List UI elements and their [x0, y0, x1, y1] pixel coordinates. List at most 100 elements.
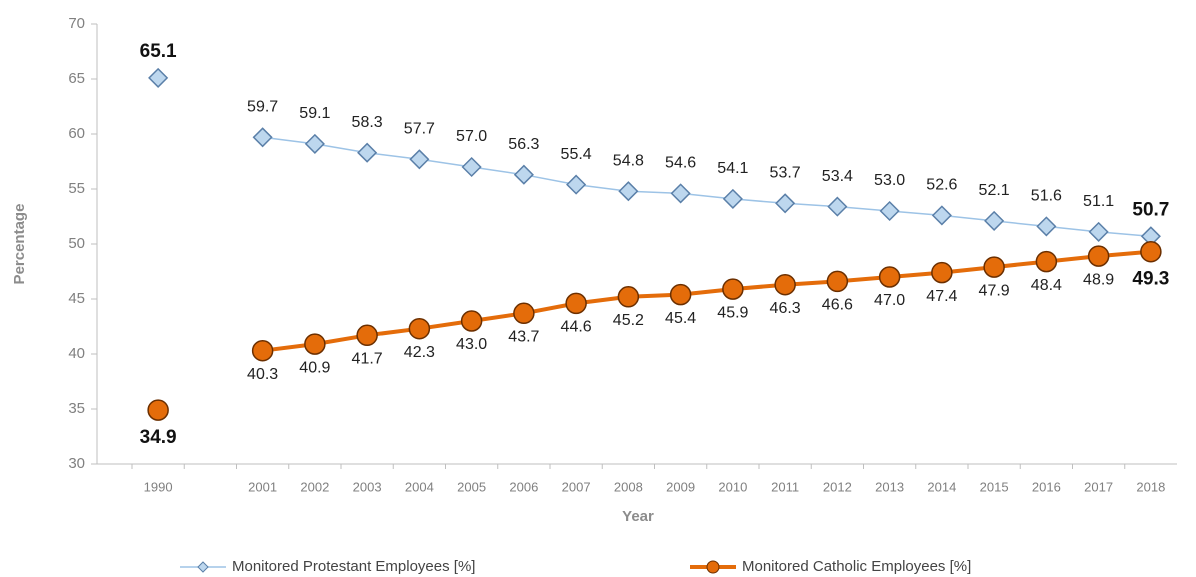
data-label: 54.8 — [613, 152, 644, 169]
marker — [252, 127, 273, 148]
data-label: 53.4 — [822, 168, 853, 185]
y-tick-label: 65 — [68, 70, 85, 87]
marker — [1140, 240, 1162, 263]
x-tick-label: 2010 — [718, 479, 747, 494]
y-tick-label: 55 — [68, 180, 85, 197]
data-label: 52.1 — [979, 182, 1010, 199]
y-tick-label: 40 — [68, 345, 85, 362]
x-tick-label: 2002 — [300, 479, 329, 494]
marker — [461, 156, 482, 178]
data-label: 51.6 — [1031, 188, 1062, 205]
marker — [722, 188, 743, 209]
data-label: 59.1 — [299, 105, 330, 122]
x-tick-label: 2003 — [353, 479, 382, 494]
data-label: 52.6 — [926, 177, 957, 194]
y-tick-label: 35 — [68, 400, 85, 417]
x-tick-label: 2008 — [614, 479, 643, 494]
data-label: 57.7 — [404, 121, 435, 138]
marker — [148, 67, 169, 88]
data-label: 46.3 — [770, 300, 801, 317]
x-tick-label: 2001 — [248, 479, 277, 494]
marker — [513, 164, 534, 185]
data-label: 48.9 — [1083, 271, 1114, 288]
marker — [618, 181, 639, 202]
data-label: 65.1 — [140, 41, 177, 62]
marker — [1088, 221, 1109, 242]
marker — [566, 174, 587, 195]
data-label: 46.6 — [822, 297, 853, 314]
data-label: 34.9 — [140, 427, 177, 448]
legend-marker — [197, 561, 209, 573]
x-tick-label: 2018 — [1136, 479, 1165, 494]
x-tick-label: 2016 — [1032, 479, 1061, 494]
data-label: 47.0 — [874, 292, 905, 309]
x-tick-label: 2004 — [405, 479, 434, 494]
x-tick-label: 2014 — [927, 479, 956, 494]
marker — [722, 278, 744, 300]
data-label: 54.1 — [717, 160, 748, 177]
marker — [357, 142, 378, 163]
marker — [565, 292, 587, 315]
x-tick-label: 2009 — [666, 479, 695, 494]
y-axis-title: Percentage — [11, 204, 28, 285]
data-label: 42.3 — [404, 344, 435, 361]
x-tick-label: 2012 — [823, 479, 852, 494]
x-tick-label: 2006 — [509, 479, 538, 494]
x-tick-label: 1990 — [144, 479, 173, 494]
y-tick-label: 45 — [68, 290, 85, 307]
marker — [304, 333, 326, 355]
marker — [304, 133, 325, 154]
data-label: 58.3 — [352, 114, 383, 131]
series-line — [262, 249, 1152, 353]
data-label: 51.1 — [1083, 193, 1114, 210]
data-label: 43.0 — [456, 336, 487, 353]
data-label: 44.6 — [561, 319, 592, 336]
marker — [409, 149, 430, 170]
data-label: 45.9 — [717, 304, 748, 321]
data-label: 54.6 — [665, 155, 696, 172]
data-label: 56.3 — [508, 136, 539, 153]
legend-marker — [706, 560, 720, 574]
marker — [669, 283, 692, 306]
data-label: 40.9 — [299, 359, 330, 376]
legend-label: Monitored Protestant Employees [%] — [232, 558, 475, 575]
x-tick-label: 2013 — [875, 479, 904, 494]
marker — [775, 193, 796, 214]
marker — [827, 196, 848, 217]
data-label: 57.0 — [456, 128, 487, 145]
data-label: 47.9 — [979, 282, 1010, 299]
marker — [408, 317, 431, 340]
data-label: 45.4 — [665, 310, 696, 327]
marker — [879, 200, 900, 222]
data-label: 55.4 — [561, 146, 592, 163]
data-label: 49.3 — [1132, 269, 1169, 290]
marker — [931, 261, 953, 284]
data-label: 45.2 — [613, 312, 644, 329]
series-line — [262, 136, 1151, 238]
data-label: 41.7 — [352, 351, 383, 368]
data-label: 53.7 — [770, 165, 801, 182]
marker — [826, 270, 849, 293]
marker — [774, 273, 796, 296]
marker — [617, 286, 640, 308]
y-tick-label: 50 — [68, 235, 85, 252]
x-tick-label: 2007 — [562, 479, 591, 494]
data-label: 53.0 — [874, 172, 905, 189]
y-tick-label: 70 — [68, 15, 85, 32]
data-label: 48.4 — [1031, 277, 1062, 294]
marker — [251, 339, 274, 362]
x-tick-label: 2005 — [457, 479, 486, 494]
x-tick-label: 2017 — [1084, 479, 1113, 494]
marker — [931, 205, 952, 226]
marker — [878, 266, 901, 288]
marker — [983, 256, 1005, 278]
data-label: 43.7 — [508, 329, 539, 346]
marker — [984, 210, 1005, 231]
marker — [513, 302, 535, 325]
data-label: 40.3 — [247, 366, 278, 383]
y-tick-label: 60 — [68, 125, 85, 142]
x-tick-label: 2011 — [771, 479, 799, 494]
marker — [460, 310, 483, 332]
marker — [670, 183, 691, 204]
